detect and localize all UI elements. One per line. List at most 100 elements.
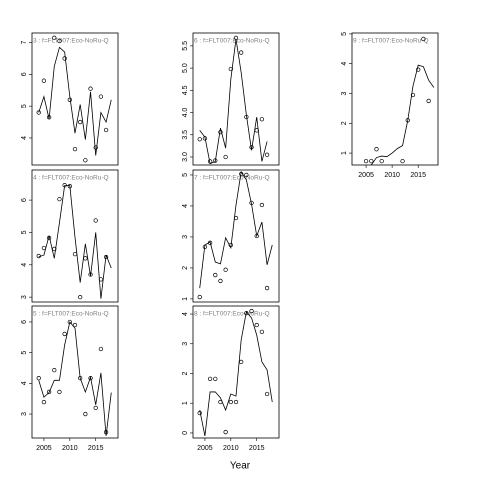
data-point: [410, 92, 416, 98]
y-tick-label: 5: [21, 104, 28, 108]
panel-title: 7 : f=FLT007:Eco-NoRu-Q: [194, 175, 270, 182]
panel-frame: [192, 32, 280, 166]
data-point: [213, 158, 218, 163]
data-point: [213, 376, 218, 381]
panel-frame: [31, 169, 119, 303]
data-point: [52, 368, 57, 373]
data-point: [197, 137, 202, 142]
y-tick-label: 2: [182, 266, 189, 270]
data-point: [379, 158, 384, 164]
x-tick-label: 2010: [384, 172, 400, 179]
fit-line: [199, 39, 268, 165]
data-point: [46, 389, 52, 395]
data-point: [228, 66, 233, 72]
x-tick-label: 2015: [410, 172, 426, 179]
y-tick-label: 3.0: [182, 152, 189, 162]
panel-title: 9 : f=FLT007:Eco-NoRu-Q: [353, 38, 429, 45]
fit-line: [38, 321, 112, 436]
fit-line: [199, 170, 273, 289]
data-point: [197, 294, 202, 300]
data-point: [98, 94, 104, 99]
data-point: [426, 98, 431, 104]
y-tick-label: 6: [21, 320, 28, 324]
data-point: [62, 331, 67, 337]
y-tick-label: 1: [341, 151, 348, 155]
data-point: [239, 359, 244, 365]
y-tick-label: 0: [182, 431, 189, 435]
y-tick-label: 2: [341, 121, 348, 125]
y-tick-label: 3: [21, 295, 28, 299]
data-point: [259, 329, 265, 335]
panel-plot: 3 : f=FLT007:Eco-NoRu-Q: [33, 35, 112, 163]
data-point: [213, 272, 218, 278]
data-point: [374, 147, 379, 152]
x-tick-label: 2005: [36, 445, 52, 452]
data-point: [239, 50, 244, 55]
data-point: [36, 110, 41, 115]
data-point: [223, 429, 228, 435]
data-point: [52, 35, 57, 40]
y-tick-label: 4: [21, 381, 28, 385]
x-tick-label: 2005: [197, 445, 213, 452]
data-point: [83, 256, 88, 261]
y-tick-label: 5.5: [182, 41, 189, 51]
y-tick-label: 5: [182, 173, 189, 177]
y-tick-label: 2: [182, 371, 189, 375]
y-tick-label: 4: [182, 312, 189, 316]
y-tick-label: 7: [21, 40, 28, 44]
data-point: [98, 346, 104, 352]
data-point: [228, 399, 233, 405]
data-point: [72, 146, 78, 152]
panel-title: 6 : f=FLT007:Eco-NoRu-Q: [194, 38, 270, 45]
data-point: [93, 218, 98, 223]
panel-title: 8 : f=FLT007:Eco-NoRu-Q: [194, 311, 270, 318]
data-point: [72, 322, 78, 328]
data-point: [93, 145, 98, 150]
y-tick-label: 3: [182, 342, 189, 346]
fit-line: [370, 64, 435, 165]
data-point: [254, 322, 259, 328]
y-tick-label: 4.5: [182, 85, 189, 95]
data-point: [57, 196, 62, 202]
y-tick-label: 5: [21, 351, 28, 355]
y-tick-label: 5: [341, 32, 348, 36]
x-tick-label: 2015: [249, 445, 265, 452]
y-tick-label: 3: [21, 412, 28, 416]
data-point: [83, 411, 88, 417]
data-point: [244, 172, 249, 178]
panel-plot: 7 : f=FLT007:Eco-NoRu-Q: [194, 170, 273, 300]
data-point: [233, 399, 239, 405]
y-tick-label: 4: [182, 204, 189, 208]
data-point: [78, 119, 83, 125]
data-point: [416, 67, 421, 72]
panel-frame: [192, 169, 280, 303]
y-tick-label: 4: [21, 263, 28, 267]
data-point: [259, 202, 265, 208]
y-tick-label: 5: [21, 230, 28, 234]
data-point: [57, 389, 62, 395]
data-point: [369, 158, 374, 164]
y-tick-label: 3.5: [182, 130, 189, 140]
data-point: [421, 36, 426, 42]
y-tick-label: 1: [182, 297, 189, 301]
data-point: [88, 86, 93, 91]
data-point: [88, 272, 93, 277]
data-point: [78, 294, 83, 300]
panel-plot: 9 : f=FLT007:Eco-NoRu-Q: [353, 36, 435, 165]
data-point: [83, 158, 88, 163]
y-tick-label: 4: [21, 136, 28, 140]
data-point: [400, 158, 405, 164]
fit-line: [199, 311, 273, 436]
x-tick-label: 2010: [223, 445, 239, 452]
data-point: [41, 399, 47, 405]
panel-title: 3 : f=FLT007:Eco-NoRu-Q: [33, 38, 109, 45]
data-point: [223, 267, 228, 272]
y-tick-label: 5.0: [182, 63, 189, 73]
x-tick-label: 2015: [88, 445, 104, 452]
panel-frame: [31, 32, 119, 166]
panel-title: 4 : f=FLT007:Eco-NoRu-Q: [33, 175, 109, 182]
panel-frame: [31, 305, 119, 439]
data-point: [93, 405, 98, 411]
